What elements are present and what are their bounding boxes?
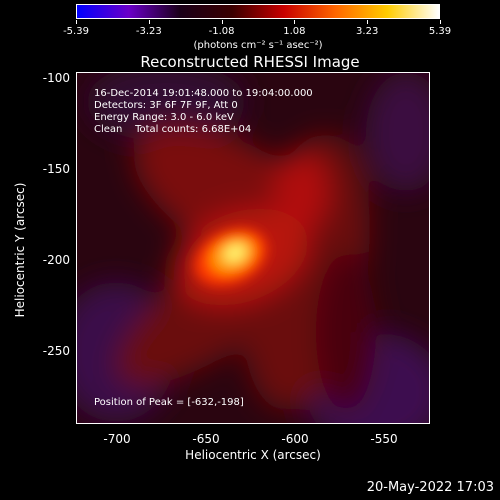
x-tick-label: -700 [103, 432, 131, 446]
y-tick-label: -250 [42, 344, 70, 358]
colorbar [76, 4, 440, 19]
colorbar-tick-label: -1.08 [208, 26, 235, 37]
x-tick-label: -600 [281, 432, 309, 446]
colorbar-tick-label: 3.23 [356, 26, 379, 37]
colorbar-tick-label: -5.39 [63, 26, 89, 37]
y-tick-label: -100 [42, 71, 70, 85]
colorbar-tick-label: 1.08 [283, 26, 306, 37]
y-tick-label: -200 [42, 253, 70, 267]
colorbar-tick-mark [221, 20, 223, 24]
y-tick-label: -150 [42, 162, 70, 176]
solar-image [76, 72, 430, 424]
colorbar-tick-mark [76, 20, 77, 24]
colorbar-tick-mark [440, 20, 441, 24]
x-axis-label: Heliocentric X (arcsec) [185, 448, 321, 462]
colorbar-tick-label: -3.23 [135, 26, 162, 37]
colorbar-tick-mark [367, 20, 369, 24]
colorbar-units: (photons cm⁻² s⁻¹ asec⁻²) [193, 40, 323, 51]
colorbar-tick-label: 5.39 [428, 26, 452, 37]
colorbar-tick-mark [294, 20, 296, 24]
x-tick-label: -650 [192, 432, 220, 446]
time-range-text: 16-Dec-2014 19:01:48.000 to 19:04:00.000 [94, 88, 313, 99]
plot-title: Reconstructed RHESSI Image [140, 53, 360, 71]
detectors-text: Detectors: 3F 6F 7F 9F, Att 0 [94, 100, 238, 111]
colorbar-tick-mark [148, 20, 150, 24]
peak-position-text: Position of Peak = [-632,-198] [94, 397, 244, 408]
footer-timestamp: 20-May-2022 17:03 [366, 480, 494, 495]
x-tick-label: -550 [370, 432, 398, 446]
y-axis-label: Heliocentric Y (arcsec) [13, 182, 27, 318]
heatmap-image [76, 72, 430, 424]
energy-range-text: Energy Range: 3.0 - 6.0 keV [94, 112, 234, 123]
clean-counts-text: Clean Total counts: 6.68E+04 [94, 124, 252, 135]
